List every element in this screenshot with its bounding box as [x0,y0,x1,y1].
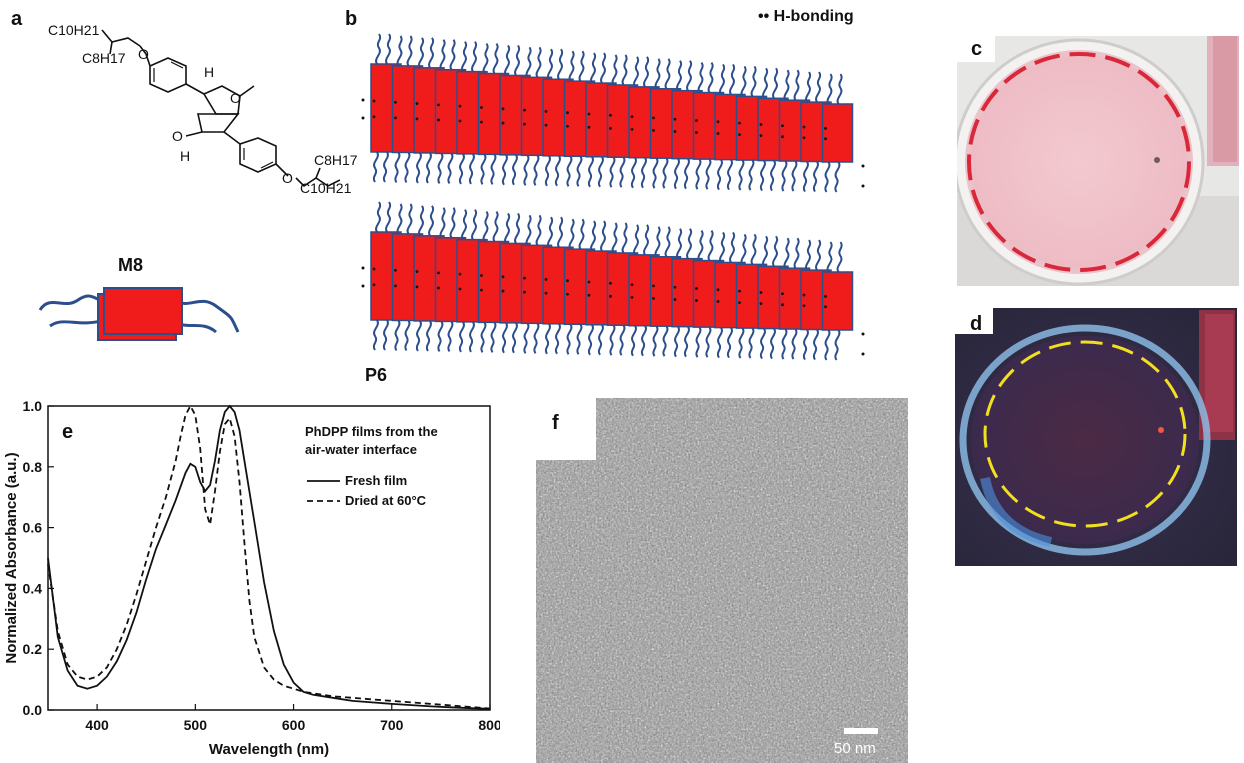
x-tick-label: 400 [85,717,109,733]
panel-label-c: c [971,38,982,61]
y-tick-label: 0.4 [23,580,43,596]
p6-label: P6 [365,365,387,386]
y-tick-label: 0.6 [23,520,43,536]
carbonyl-oxygen-right: O [230,90,241,106]
hydrogen-top: H [204,64,214,80]
x-tick-label: 600 [282,717,306,733]
legend-label-2: Dried at 60°C [345,493,427,508]
x-tick-label: 800 [478,717,500,733]
carbonyl-oxygen-left: O [172,128,183,144]
x-tick-label: 500 [184,717,208,733]
x-axis-label: Wavelength (nm) [209,741,329,758]
y-tick-label: 1.0 [23,398,43,414]
m8-label: M8 [118,255,143,276]
photo-film-daylight [957,36,1239,286]
substituent-c8h17-bottom: C8H17 [314,152,358,168]
photo-film-uv [955,308,1237,566]
p6-stack-2 [362,202,865,360]
panel-label-f: f [552,412,559,435]
hydrogen-bottom: H [180,148,190,164]
y-tick-label: 0.8 [23,459,43,475]
scale-bar-label: 50 nm [834,740,876,757]
stack-block [823,104,853,162]
stack-block [823,272,853,330]
x-tick-label: 700 [380,717,404,733]
y-tick-label: 0.2 [23,641,43,657]
series-line-2 [48,406,490,709]
p6-stack-diagram [355,20,875,372]
substituent-c8h17-top: C8H17 [82,50,126,66]
molecule-structure [40,10,340,210]
ether-oxygen-top: O [138,46,149,62]
absorbance-chart: 400 500 600 700 800 0.0 0.2 0.4 0.6 0.8 1.0 Wavelen… [0,392,500,763]
p6-stack-1 [362,34,865,192]
scale-bar [844,728,878,734]
legend-title-line1: PhDPP films from the [305,424,438,439]
m8-block-icon [38,280,243,350]
series-line-1 [48,406,490,709]
panel-label-a: a [11,8,22,31]
ether-oxygen-bottom: O [282,170,293,186]
panel-label-e: e [62,421,73,443]
tem-image [536,398,908,763]
y-axis-label: Normalized Absorbance (a.u.) [3,452,20,663]
y-tick-label: 0.0 [23,702,43,718]
legend-label-1: Fresh film [345,473,407,488]
legend-title-line2: air-water interface [305,442,417,457]
panel-label-d: d [970,313,982,336]
substituent-c10h21-top: C10H21 [48,22,99,38]
substituent-c10h21-bottom: C10H21 [300,180,351,196]
